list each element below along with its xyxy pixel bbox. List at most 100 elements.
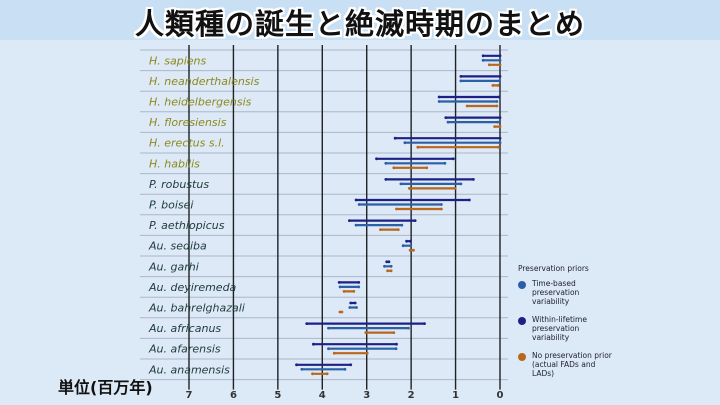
legend-label: No preservation prior (actual FADs and L… [532,351,612,378]
range-end-marker [386,269,389,273]
species-label: Au. afarensis [148,343,221,356]
range-end-marker [443,161,447,165]
range-end-marker [348,306,352,309]
range-end-marker [491,84,495,87]
range-end-marker [305,322,309,325]
range-end-marker [407,187,411,190]
species-label: H. neanderthalensis [149,75,260,88]
range-end-marker [385,260,389,264]
range-end-marker [383,264,386,268]
x-tick-label: 0 [497,390,504,401]
legend-dot-icon [518,353,526,361]
species-label: P. robustus [149,178,209,191]
range-end-marker [389,269,393,273]
range-end-marker [354,223,358,227]
range-end-marker [357,281,361,284]
range-end-marker [399,182,403,186]
range-end-marker [498,125,502,128]
range-end-marker [337,281,341,284]
range-end-marker [396,228,400,232]
range-end-marker [364,331,368,334]
species-label: H. habilis [149,157,200,170]
species-label: Au. sediba [148,240,207,253]
range-end-marker [409,244,413,248]
range-end-marker [300,367,304,371]
page-title: 人類種の誕生と絶滅時期のまとめ [134,7,585,41]
range-end-marker [496,84,500,87]
range-end-marker [465,104,469,108]
range-end-marker [401,244,405,248]
x-tick-label: 5 [274,390,281,401]
range-end-marker [349,301,353,305]
legend-label: Time-based preservation variability [532,279,580,306]
range-end-marker [394,347,398,351]
species-label: H. erectus s.l. [149,137,225,150]
range-end-marker [365,351,369,355]
range-end-marker [451,157,455,161]
range-end-marker [408,248,412,252]
range-end-marker [349,363,353,367]
range-end-marker [425,166,429,170]
range-end-marker [495,104,499,108]
range-end-marker [347,219,351,223]
range-end-marker [357,203,361,206]
range-end-marker [392,331,396,334]
range-end-marker [459,79,463,83]
species-label: P. aethiopicus [149,219,225,232]
range-end-marker [405,239,408,243]
range-end-marker [498,63,502,67]
range-end-marker [312,342,315,346]
range-end-marker [327,347,330,351]
range-end-marker [498,58,502,62]
range-end-marker [498,75,502,78]
legend-item-within-lifetime: Within-lifetime preservation variability [518,315,618,342]
range-end-marker [453,187,457,190]
range-end-marker [498,54,502,58]
range-end-marker [498,79,501,83]
range-end-marker [343,367,347,371]
legend-dot-icon [518,317,526,325]
legend-item-no-prior: No preservation prior (actual FADs and L… [518,351,618,378]
range-end-marker [423,322,426,325]
unit-label: 単位(百万年) [58,378,153,397]
range-end-marker [379,228,382,232]
range-end-marker [325,372,329,376]
range-end-marker [403,141,407,145]
range-end-marker [311,372,314,376]
range-end-marker [497,95,501,99]
range-end-marker [352,290,356,293]
range-end-marker [467,198,471,202]
range-end-marker [357,285,361,289]
species-label: H. floresiensis [149,116,227,129]
range-end-marker [327,326,330,330]
range-end-marker [384,161,388,165]
range-end-marker [342,290,346,293]
legend: Preservation priors Time-based preservat… [518,264,618,387]
legend-title: Preservation priors [518,264,589,273]
range-end-marker [495,100,499,103]
species-label: P. boisei [149,199,193,212]
range-end-marker [446,120,450,124]
range-end-marker [295,363,298,367]
range-end-marker [354,198,358,202]
range-end-marker [498,136,502,140]
range-end-marker [412,248,415,252]
range-end-marker [395,342,398,346]
range-end-marker [407,326,410,330]
range-end-marker [498,116,502,119]
x-tick-label: 6 [230,390,237,401]
range-end-marker [340,310,344,314]
range-end-marker [332,351,336,355]
range-end-marker [498,141,502,145]
range-end-marker [459,182,463,186]
range-end-marker [400,223,404,227]
range-end-marker [437,95,441,99]
range-end-marker [493,125,497,128]
range-end-marker [389,264,393,268]
range-end-marker [355,306,358,309]
species-label: Au. bahrelghazali [148,302,245,315]
range-end-marker [496,120,500,124]
range-end-marker [444,116,448,119]
species-label: Au. garhi [148,260,199,273]
